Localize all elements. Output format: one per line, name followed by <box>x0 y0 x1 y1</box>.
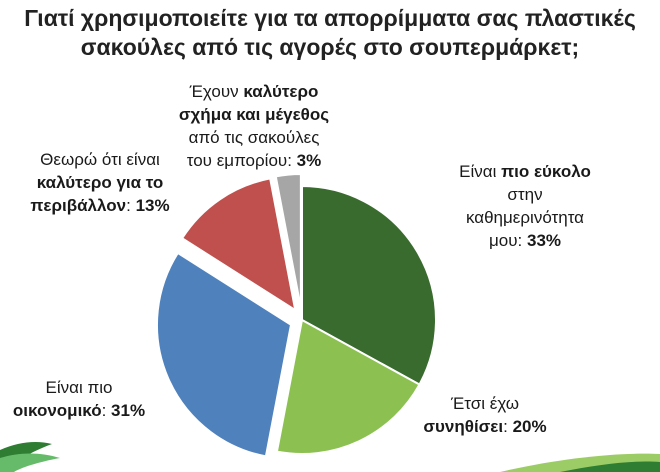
pie-slice-environment <box>180 177 297 313</box>
label-line: Είναι πιο εύκολο <box>420 160 630 183</box>
label-line: στην <box>420 183 630 206</box>
label-bold-text: συνηθίσει <box>423 417 504 436</box>
label-bold-text: σχήμα και μέγεθος <box>178 105 330 124</box>
pie-slice-shape-size <box>274 173 302 309</box>
label-text: Θεωρώ ότι είναι <box>40 150 160 169</box>
label-line: Θεωρώ ότι είναι <box>10 148 190 171</box>
pie-slices <box>155 173 437 458</box>
label-line: περιβάλλον: 13% <box>10 194 190 217</box>
label-line: του εμπορίου: 3% <box>158 149 350 172</box>
label-line: οικονομικό: 31% <box>4 399 154 422</box>
label-text: μου: <box>488 231 527 250</box>
label-line: Έχουν καλύτερο <box>158 80 350 103</box>
label-bold-text: 31% <box>111 401 146 420</box>
label-text: Έτσι έχω <box>450 394 520 413</box>
chart-title-line-1: Γιατί χρησιμοποιείτε για τα απορρίμματα … <box>24 5 636 31</box>
chart-title: Γιατί χρησιμοποιείτε για τα απορρίμματα … <box>0 4 660 62</box>
label-text: του εμπορίου: <box>186 151 297 170</box>
label-line: καλύτερο για το <box>10 171 190 194</box>
label-bold-text: πιο εύκολο <box>501 162 591 181</box>
label-text: καθημερινότητα <box>465 208 585 227</box>
pie-slice-easier <box>301 184 437 386</box>
label-bold-text: 33% <box>526 231 562 250</box>
label-bold-text: 3% <box>296 151 322 170</box>
chart-title-line-2: σακούλες από τις αγορές στο σουπερμάρκετ… <box>80 34 580 60</box>
label-text: : <box>126 196 136 215</box>
label-line: συνηθίσει: 20% <box>410 415 560 438</box>
label-line: Έτσι έχω <box>410 392 560 415</box>
label-text: Είναι <box>459 162 502 181</box>
label-text: Είναι πιο <box>45 378 113 397</box>
slice-label-habit: Έτσι έχω συνηθίσει: 20% <box>410 392 560 438</box>
label-bold-text: καλύτερο για το <box>36 173 164 192</box>
label-line: μου: 33% <box>420 229 630 252</box>
label-bold-text: οικονομικό <box>12 401 102 420</box>
label-line: από τις σακούλες <box>158 126 350 149</box>
slice-label-shape-size: Έχουν καλύτερο σχήμα και μέγεθος από τις σ… <box>158 80 350 172</box>
label-text: : <box>503 417 513 436</box>
label-bold-text: καλύτερο <box>243 82 319 101</box>
pie-slice-habit <box>275 318 421 455</box>
pie-slice-economical <box>155 251 293 458</box>
label-text: από τις σακούλες <box>188 128 320 147</box>
label-text: στην <box>507 185 543 204</box>
slice-label-environment: Θεωρώ ότι είναι καλύτερο για το περιβάλλον… <box>10 148 190 217</box>
label-line: σχήμα και μέγεθος <box>158 103 350 126</box>
label-line: Είναι πιο <box>4 376 154 399</box>
label-bold-text: 13% <box>135 196 170 215</box>
label-bold-text: 20% <box>512 417 547 436</box>
label-text: Έχουν <box>189 82 244 101</box>
slice-label-easier: Είναι πιο εύκολο στην καθημερινότητα μου: 3… <box>420 160 630 252</box>
label-text: : <box>101 401 112 420</box>
label-bold-text: περιβάλλον <box>30 196 127 215</box>
slice-label-economical: Είναι πιο οικονομικό: 31% <box>4 376 154 422</box>
label-line: καθημερινότητα <box>420 206 630 229</box>
